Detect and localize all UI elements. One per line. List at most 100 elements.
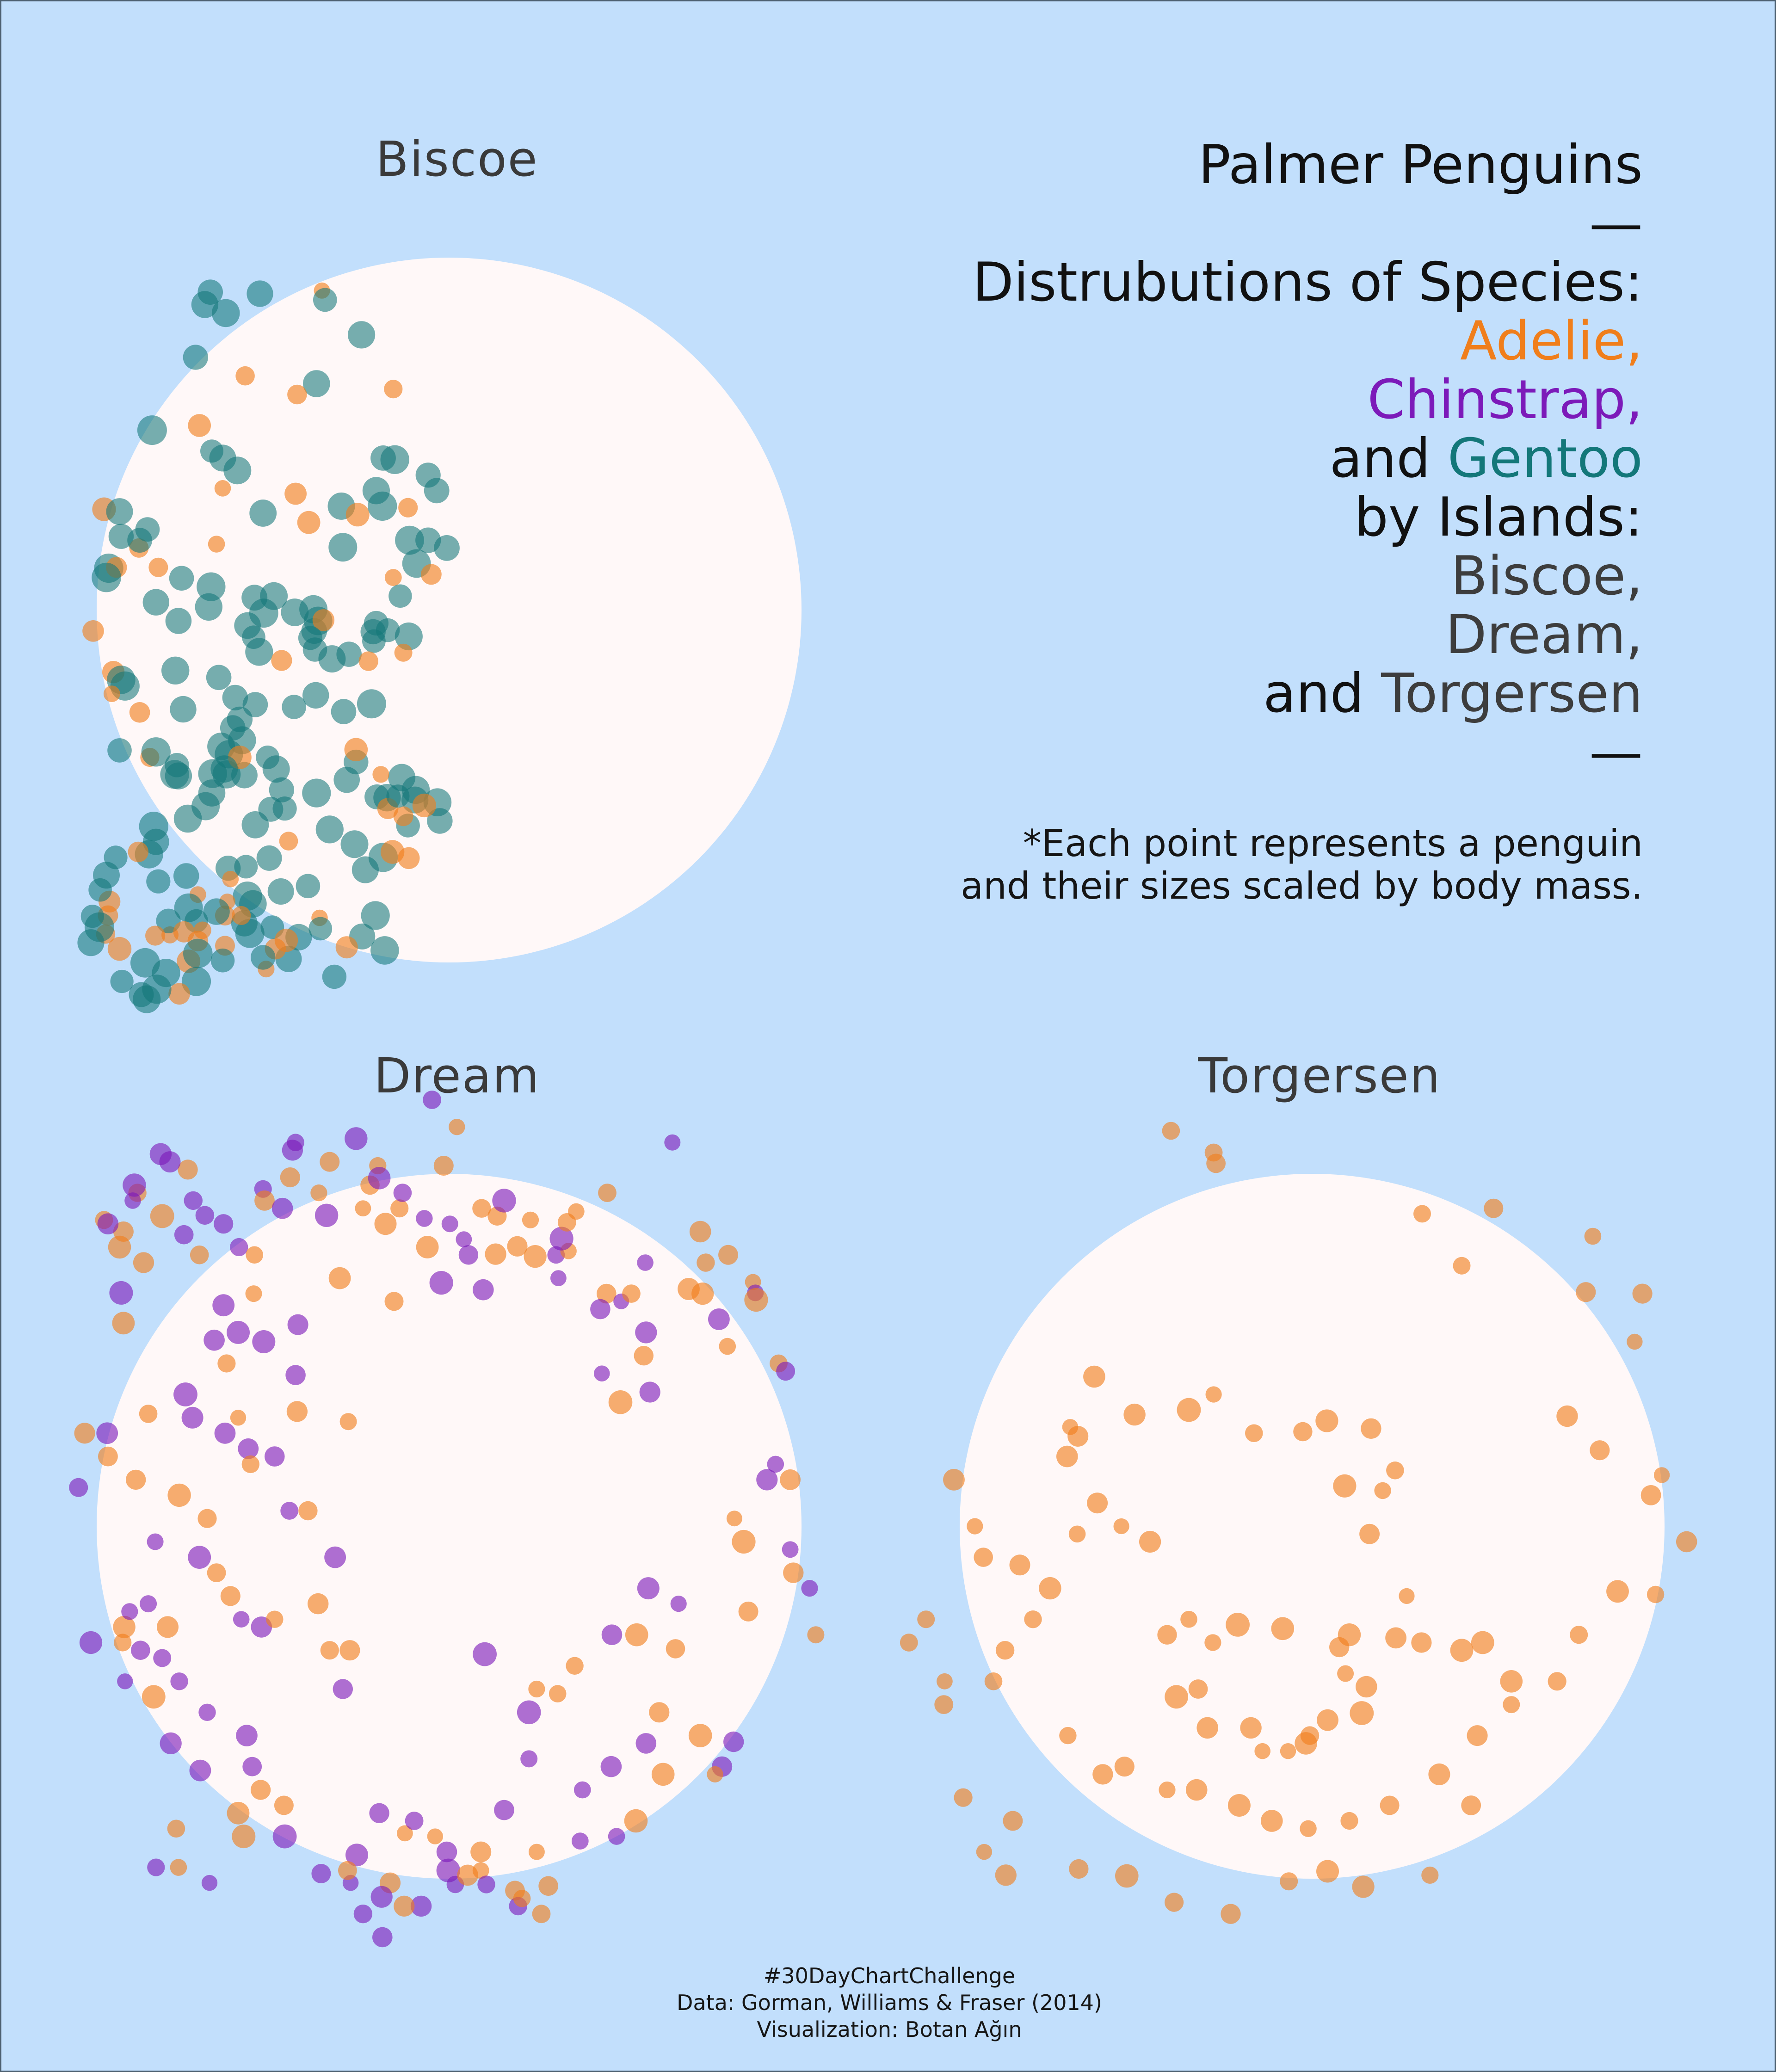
penguin-point bbox=[723, 1731, 744, 1752]
penguin-point bbox=[282, 695, 306, 719]
penguin-point bbox=[590, 1299, 610, 1320]
penguin-point bbox=[279, 832, 298, 851]
penguin-point bbox=[1280, 1872, 1298, 1891]
penguin-point bbox=[184, 1191, 203, 1210]
panel-biscoe bbox=[77, 258, 802, 1013]
penguin-point bbox=[776, 1362, 796, 1381]
penguin-point bbox=[634, 1346, 654, 1366]
penguin-point bbox=[160, 1732, 182, 1754]
penguin-point bbox=[436, 1841, 457, 1862]
penguin-point bbox=[333, 1679, 353, 1699]
penguin-point bbox=[129, 702, 150, 723]
penguin-point bbox=[121, 1603, 138, 1620]
penguin-point bbox=[362, 477, 390, 505]
penguin-point bbox=[269, 777, 295, 803]
penguin-point bbox=[324, 1546, 346, 1568]
penguin-point bbox=[190, 1246, 209, 1264]
penguin-point bbox=[651, 1763, 675, 1786]
penguin-point bbox=[353, 1905, 373, 1924]
penguin-point bbox=[211, 299, 240, 327]
penguin-point bbox=[150, 1204, 174, 1228]
penguin-point bbox=[245, 638, 273, 666]
penguin-point bbox=[357, 689, 386, 719]
penguin-point bbox=[262, 755, 290, 783]
penguin-point bbox=[1450, 1639, 1474, 1662]
penguin-point bbox=[271, 650, 292, 671]
penguin-point bbox=[574, 1781, 591, 1799]
penguin-point bbox=[507, 1236, 528, 1257]
penguin-point bbox=[223, 456, 252, 485]
penguin-point bbox=[1632, 1283, 1653, 1304]
legend-chinstrap: Chinstrap, bbox=[1367, 369, 1643, 431]
legend-gentoo-line: and Gentoo bbox=[764, 429, 1643, 488]
legend-gentoo: Gentoo bbox=[1447, 427, 1643, 490]
penguin-point bbox=[285, 1365, 306, 1385]
penguin-point bbox=[142, 974, 172, 1004]
penguin-point bbox=[1159, 1781, 1176, 1799]
penguin-point bbox=[1576, 1282, 1596, 1302]
penguin-point bbox=[245, 1285, 262, 1302]
penguin-point bbox=[415, 527, 441, 553]
penguin-point bbox=[1024, 1610, 1042, 1628]
title-dash-1: — bbox=[1589, 192, 1643, 255]
penguin-point bbox=[189, 1759, 211, 1782]
penguin-point bbox=[1352, 1875, 1375, 1898]
penguin-point bbox=[107, 937, 132, 961]
penguin-point bbox=[197, 279, 223, 305]
penguin-point bbox=[311, 1864, 331, 1883]
penguin-point bbox=[429, 1271, 453, 1295]
penguin-point bbox=[308, 1593, 329, 1615]
islands-list-torgersen: Torgersen bbox=[1381, 662, 1643, 725]
penguin-point bbox=[1227, 1794, 1251, 1817]
penguin-point bbox=[355, 1200, 371, 1217]
penguin-point bbox=[266, 1610, 284, 1628]
penguin-point bbox=[726, 1511, 742, 1527]
penguin-point bbox=[635, 1321, 657, 1344]
penguin-point bbox=[247, 280, 273, 307]
penguin-point bbox=[477, 1875, 495, 1893]
penguin-point bbox=[436, 1858, 460, 1882]
penguin-point bbox=[780, 1469, 801, 1490]
penguin-point bbox=[210, 948, 235, 973]
penguin-point bbox=[106, 498, 133, 525]
penguin-point bbox=[252, 1330, 276, 1353]
penguin-point bbox=[472, 1862, 489, 1879]
penguin-point bbox=[470, 1841, 492, 1862]
penguin-point bbox=[320, 1641, 339, 1660]
penguin-point bbox=[107, 738, 132, 763]
penguin-point bbox=[1374, 1482, 1391, 1499]
penguin-point bbox=[395, 622, 423, 651]
penguin-point bbox=[1280, 1743, 1296, 1759]
penguin-point bbox=[410, 1895, 432, 1917]
penguin-point bbox=[1165, 1685, 1189, 1709]
penguin-point bbox=[1067, 1426, 1089, 1447]
penguin-point bbox=[937, 1673, 953, 1690]
penguin-point bbox=[1188, 1679, 1208, 1699]
penguin-point bbox=[1333, 1474, 1357, 1498]
penguin-point bbox=[287, 1134, 304, 1151]
penguin-point bbox=[756, 1469, 778, 1491]
penguin-point bbox=[1162, 1122, 1180, 1140]
penguin-point bbox=[917, 1610, 935, 1628]
penguin-point bbox=[287, 384, 307, 405]
penguin-point bbox=[178, 1159, 198, 1180]
penguin-point bbox=[943, 1469, 965, 1491]
penguin-point bbox=[624, 1809, 648, 1833]
penguin-point bbox=[1123, 1403, 1146, 1426]
penguin-point bbox=[147, 1533, 164, 1550]
penguin-point bbox=[1484, 1198, 1504, 1218]
penguin-point bbox=[427, 1828, 443, 1844]
penguin-point bbox=[1092, 1764, 1113, 1785]
penguin-point bbox=[376, 618, 400, 642]
penguin-point bbox=[1069, 1859, 1089, 1879]
penguin-point bbox=[380, 445, 409, 474]
penguin-point bbox=[331, 699, 357, 724]
penguin-point bbox=[227, 1320, 250, 1344]
penguin-point bbox=[361, 901, 390, 930]
penguin-point bbox=[976, 1844, 993, 1860]
penguin-point bbox=[320, 1152, 340, 1172]
islands-list-dream: Dream, bbox=[1445, 604, 1643, 666]
penguin-point bbox=[441, 1215, 458, 1233]
penguin-point bbox=[146, 869, 171, 894]
by-islands: by Islands: bbox=[1354, 486, 1643, 549]
